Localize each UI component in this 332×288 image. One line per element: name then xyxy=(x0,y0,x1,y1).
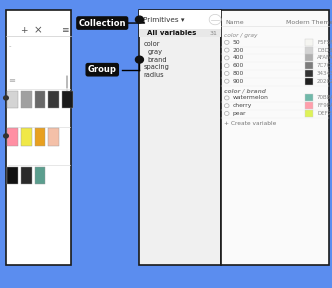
Text: color: color xyxy=(143,41,160,47)
Text: 600: 600 xyxy=(232,63,244,68)
FancyBboxPatch shape xyxy=(7,128,18,146)
Text: ≡: ≡ xyxy=(61,26,68,35)
Text: watermelon: watermelon xyxy=(232,95,268,101)
Text: Primitives ▾: Primitives ▾ xyxy=(143,17,185,22)
FancyBboxPatch shape xyxy=(66,76,68,88)
FancyBboxPatch shape xyxy=(21,128,32,146)
FancyBboxPatch shape xyxy=(48,128,59,146)
FancyBboxPatch shape xyxy=(305,94,313,101)
Text: 50: 50 xyxy=(232,40,240,45)
Text: F5F5F1: F5F5F1 xyxy=(317,40,332,45)
Text: -: - xyxy=(8,43,11,49)
Circle shape xyxy=(4,96,8,100)
Text: 70B8A9: 70B8A9 xyxy=(317,95,332,101)
Text: Name: Name xyxy=(226,20,244,25)
FancyBboxPatch shape xyxy=(35,91,45,108)
Text: color / brand: color / brand xyxy=(224,88,266,93)
Text: 800: 800 xyxy=(232,71,244,76)
Text: Group: Group xyxy=(88,65,117,74)
Text: Collection: Collection xyxy=(78,18,126,28)
Circle shape xyxy=(4,134,8,138)
FancyBboxPatch shape xyxy=(139,10,221,265)
FancyBboxPatch shape xyxy=(21,167,32,184)
Text: cherry: cherry xyxy=(232,103,252,108)
Text: 343434: 343434 xyxy=(317,71,332,76)
FancyBboxPatch shape xyxy=(62,91,73,108)
Text: 31: 31 xyxy=(209,31,217,36)
Text: D3D3D3: D3D3D3 xyxy=(317,48,332,53)
Circle shape xyxy=(136,57,143,62)
Text: 202020: 202020 xyxy=(317,79,332,84)
FancyBboxPatch shape xyxy=(305,78,313,85)
FancyBboxPatch shape xyxy=(7,167,18,184)
Text: Modern Theme: Modern Theme xyxy=(286,20,332,25)
Text: +: + xyxy=(20,26,28,35)
Text: ×: × xyxy=(34,25,42,35)
Text: 7C7C7C: 7C7C7C xyxy=(317,63,332,68)
Text: FF9EAB: FF9EAB xyxy=(317,103,332,108)
FancyBboxPatch shape xyxy=(305,54,313,61)
FancyBboxPatch shape xyxy=(305,70,313,77)
FancyBboxPatch shape xyxy=(305,47,313,54)
FancyBboxPatch shape xyxy=(66,75,68,98)
FancyBboxPatch shape xyxy=(48,91,59,108)
Text: AFAFAF: AFAFAF xyxy=(317,55,332,60)
Text: spacing: spacing xyxy=(143,65,169,70)
Text: gray: gray xyxy=(148,49,163,55)
FancyBboxPatch shape xyxy=(221,10,329,265)
FancyBboxPatch shape xyxy=(6,10,71,265)
Text: radius: radius xyxy=(143,72,164,78)
Text: brand: brand xyxy=(148,57,167,62)
FancyBboxPatch shape xyxy=(139,10,221,29)
Circle shape xyxy=(135,16,143,23)
FancyBboxPatch shape xyxy=(7,91,18,108)
Text: 200: 200 xyxy=(232,48,244,53)
Text: ≡: ≡ xyxy=(8,76,15,85)
FancyBboxPatch shape xyxy=(305,39,313,46)
FancyBboxPatch shape xyxy=(35,167,45,184)
FancyBboxPatch shape xyxy=(305,62,313,69)
FancyBboxPatch shape xyxy=(21,91,32,108)
Text: 400: 400 xyxy=(232,55,244,60)
FancyBboxPatch shape xyxy=(305,110,313,117)
FancyBboxPatch shape xyxy=(305,102,313,109)
FancyBboxPatch shape xyxy=(35,128,45,146)
Text: + Create variable: + Create variable xyxy=(224,121,277,126)
Text: DEF258: DEF258 xyxy=(317,111,332,116)
Circle shape xyxy=(209,14,221,25)
Circle shape xyxy=(135,56,143,63)
Text: color / gray: color / gray xyxy=(224,33,258,38)
Text: 900: 900 xyxy=(232,79,244,84)
FancyBboxPatch shape xyxy=(139,29,221,37)
Text: All variables: All variables xyxy=(147,30,196,36)
Text: pear: pear xyxy=(232,111,246,116)
